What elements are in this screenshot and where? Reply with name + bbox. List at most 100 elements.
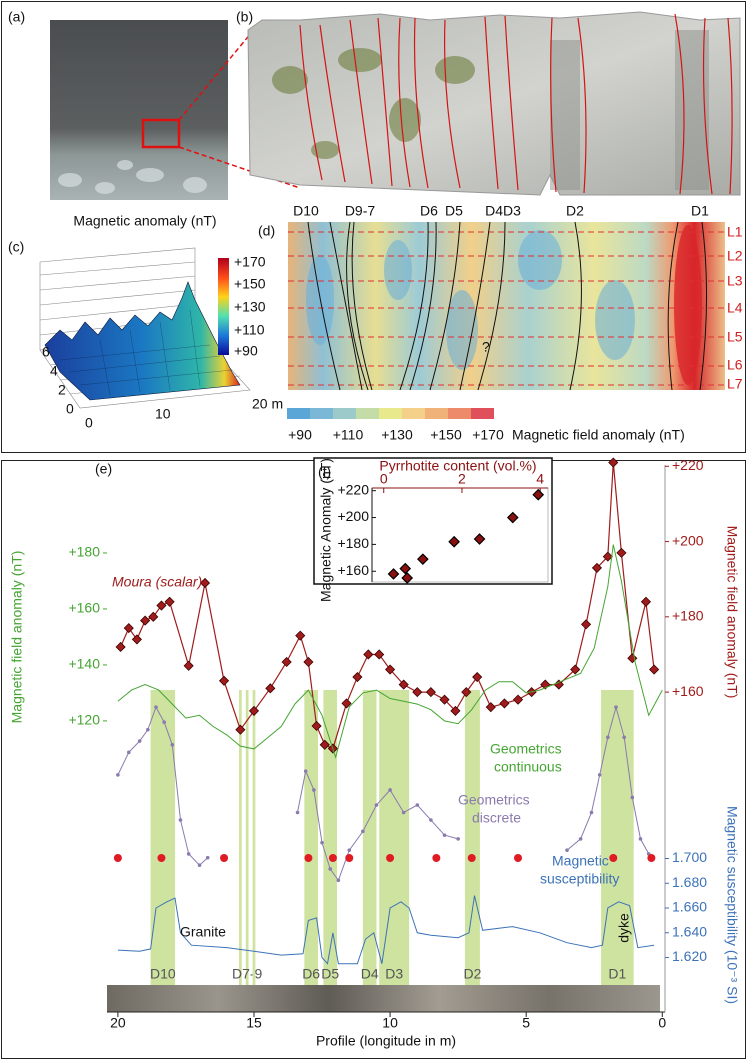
data-point	[116, 642, 125, 651]
surface	[45, 282, 240, 400]
data-point	[304, 657, 313, 666]
zone-label: D3	[385, 966, 403, 982]
colorbar-label: +90	[288, 427, 312, 443]
data-point	[206, 856, 210, 860]
data-point	[171, 743, 175, 747]
annotation: dyke	[616, 913, 632, 943]
annotation: discrete	[472, 810, 521, 826]
panel-label: (e)	[95, 461, 112, 477]
x-tick-label: 5	[522, 1015, 530, 1031]
data-point	[473, 673, 482, 682]
data-point	[328, 867, 332, 871]
panel-label: (b)	[236, 9, 253, 25]
dyke-label: D9-7	[345, 203, 376, 219]
data-point	[514, 695, 523, 704]
y3-tick-label: 1.680	[672, 874, 707, 890]
data-point	[312, 788, 316, 792]
line-label: L5	[727, 329, 743, 345]
surface-colorbar	[218, 258, 229, 355]
data-point	[179, 818, 183, 822]
dyke-label: D4D3	[485, 203, 521, 219]
colorbar-label: +170	[234, 254, 266, 270]
data-point	[138, 739, 142, 743]
x-axis-title: Profile (longitude in m)	[316, 1033, 456, 1049]
panel-label: (f)	[318, 464, 331, 480]
data-point	[628, 654, 637, 663]
y-tick-label: +160	[68, 600, 100, 616]
annotation: Magnetic	[552, 853, 609, 869]
annotation: Geometrics	[490, 741, 562, 757]
line-label: L7	[727, 376, 743, 392]
data-point	[124, 624, 133, 633]
data-point	[402, 811, 406, 815]
sample-point	[514, 854, 522, 862]
colorbar-label: +110	[234, 322, 265, 338]
data-point	[304, 769, 308, 773]
data-point	[486, 703, 495, 712]
y-tick-label: +160	[337, 562, 369, 578]
data-point	[184, 661, 193, 670]
data-point	[565, 848, 569, 852]
data-point	[249, 706, 258, 715]
colorbar-label: +90	[234, 343, 258, 359]
data-point	[639, 837, 643, 841]
dyke-label: D10	[293, 203, 319, 219]
y2-tick-label: +200	[672, 532, 704, 548]
panel-label: (d)	[258, 223, 275, 239]
sample-point	[345, 854, 353, 862]
line-label: L6	[727, 357, 743, 373]
outcrop-strip	[107, 985, 660, 1012]
data-point	[388, 788, 392, 792]
axis-label: 2	[58, 382, 66, 398]
dyke-label: D2	[566, 203, 584, 219]
annotation: Geometrics	[458, 792, 530, 808]
dyke-zone	[253, 690, 256, 985]
data-point	[361, 830, 365, 834]
y-tick-label: +220	[337, 481, 369, 497]
sample-point	[647, 854, 655, 862]
data-point	[157, 601, 166, 610]
data-point	[598, 773, 602, 777]
y2-tick-label: +160	[672, 683, 704, 699]
axis-label: 10	[155, 406, 171, 422]
zone-label: D5	[321, 966, 339, 982]
line-label: L4	[727, 300, 743, 316]
data-point	[154, 705, 158, 709]
colorbar-label: +110	[333, 427, 364, 443]
panel-label: (a)	[8, 9, 25, 25]
y-axis-title: Magnetic field anomaly (nT)	[9, 551, 25, 724]
dyke-zone	[465, 690, 480, 985]
data-point	[631, 796, 635, 800]
data-point	[443, 833, 447, 837]
x-tick-label: 15	[246, 1015, 262, 1031]
data-point	[375, 803, 379, 807]
sample-point	[329, 854, 337, 862]
zone-label: D7-9	[232, 966, 263, 982]
sample-point	[114, 854, 122, 862]
data-point	[590, 811, 594, 815]
colorbar-cell	[287, 408, 310, 419]
dyke-zone	[151, 690, 175, 985]
axis-label: 20 m	[252, 396, 283, 412]
data-point	[282, 657, 291, 666]
data-point	[500, 699, 509, 708]
colorbar-cell	[471, 408, 494, 419]
data-point	[266, 684, 275, 693]
line-label: L1	[727, 224, 743, 240]
colorbar-label: +150	[430, 427, 462, 443]
colorbar-label: +130	[234, 299, 266, 315]
data-point	[582, 620, 591, 629]
annotation: susceptibility	[540, 871, 619, 887]
data-point	[641, 597, 650, 606]
data-point	[416, 803, 420, 807]
axis-label: 4	[50, 363, 58, 379]
axis-label: 6	[42, 344, 50, 360]
data-point	[146, 728, 150, 732]
annotation: Moura (scalar)	[112, 574, 202, 590]
data-point	[220, 676, 229, 685]
sample-point	[304, 854, 312, 862]
sample-point	[157, 854, 165, 862]
colorbar-label: +130	[381, 427, 413, 443]
colorbar-label: +170	[472, 427, 504, 443]
